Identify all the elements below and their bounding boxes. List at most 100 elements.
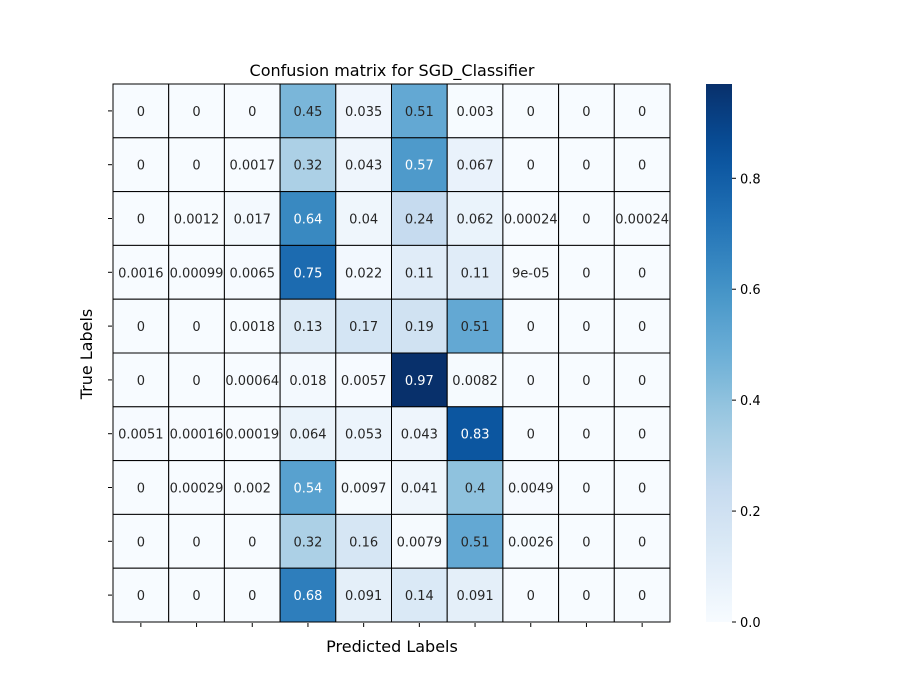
heatmap-cell	[279, 513, 337, 569]
cell-annotation: 0	[527, 428, 535, 443]
heatmap-cell	[223, 298, 281, 354]
heatmap-cell	[613, 460, 671, 515]
heatmap-cell	[446, 513, 504, 569]
heatmap-cell	[446, 406, 504, 462]
heatmap-cell	[613, 298, 671, 354]
cell-annotation: 0.0018	[230, 320, 276, 335]
cell-annotations: 0 0 0 0.45 0.035 0.51 0.003 0 0 0 0 0 0.0017 0.32 0.04…	[118, 105, 669, 604]
cell-annotation: 0.0079	[397, 535, 443, 550]
cell-annotation: 0.0017	[230, 159, 276, 174]
heatmap-cell	[446, 137, 504, 193]
cell-annotation: 0	[192, 535, 200, 550]
colorbar-tick-label: 0.0	[740, 616, 761, 631]
cell-annotation: 0	[638, 428, 646, 443]
heatmap-cell	[613, 191, 671, 246]
cell-annotation: 0.45	[293, 105, 322, 120]
cell-annotation: 0.11	[405, 266, 434, 281]
heatmap-cell	[502, 298, 560, 354]
cell-annotation: 0	[638, 482, 646, 497]
heatmap-cell	[613, 513, 671, 569]
cell-annotation: 0.022	[345, 266, 382, 281]
heatmap-cell	[502, 406, 560, 462]
heatmap-cell	[391, 406, 448, 462]
heatmap-cell	[446, 191, 504, 246]
heatmap-cell	[335, 460, 392, 515]
cell-annotation: 0.053	[345, 428, 382, 443]
cell-annotation: 0.00024	[615, 213, 669, 228]
cell-annotation: 0	[137, 482, 145, 497]
cell-annotation: 0.0051	[118, 428, 164, 443]
cell-annotation: 0.091	[456, 589, 493, 604]
cell-annotation: 0.018	[289, 374, 326, 389]
cell-annotation: 0	[248, 105, 256, 120]
heatmap-cell	[279, 460, 337, 515]
heatmap-cell	[446, 244, 504, 300]
cell-annotation: 0.035	[345, 105, 382, 120]
cell-annotation: 0.32	[293, 535, 322, 550]
cell-annotation: 0.14	[405, 589, 434, 604]
heatmap-cell	[502, 83, 560, 139]
colorbar-ticks: 0.0 0.2 0.4 0.6 0.8	[732, 172, 761, 631]
cell-annotation: 0	[137, 535, 145, 550]
cell-annotation: 0.064	[289, 428, 326, 443]
heatmap-cell	[613, 244, 671, 300]
cell-annotation: 0.0065	[230, 266, 276, 281]
heatmap-cell	[335, 352, 392, 408]
cell-annotation: 0	[582, 589, 590, 604]
cell-annotation: 0	[137, 589, 145, 604]
heatmap-cell	[558, 352, 615, 408]
heatmap-cell	[223, 191, 281, 246]
heatmap-cell	[502, 137, 560, 193]
cell-annotation: 0.64	[293, 213, 322, 228]
heatmap-cell	[558, 244, 615, 300]
heatmap-cell	[279, 567, 337, 623]
heatmap-cell	[112, 83, 170, 139]
heatmap-cell	[335, 513, 392, 569]
heatmap-cell	[112, 513, 170, 569]
cell-annotation: 0.0012	[174, 213, 220, 228]
cell-annotation: 0.51	[461, 535, 490, 550]
cell-annotation: 0.00099	[170, 266, 224, 281]
cell-annotation: 0.062	[456, 213, 493, 228]
heatmap-cell	[168, 137, 225, 193]
heatmap-cell	[558, 460, 615, 515]
heatmap-cell	[391, 244, 448, 300]
y-axis-label: True Labels	[77, 309, 96, 401]
cell-annotation: 0.00016	[170, 428, 224, 443]
cell-annotation: 0	[248, 589, 256, 604]
cell-annotation: 0	[582, 213, 590, 228]
cell-annotation: 0.32	[293, 159, 322, 174]
cell-annotation: 0.00029	[170, 482, 224, 497]
heatmap-cell	[558, 567, 615, 623]
heatmap-cell	[335, 567, 392, 623]
cell-annotation: 0.003	[456, 105, 493, 120]
cell-annotation: 0	[582, 105, 590, 120]
x-axis-ticks	[140, 623, 643, 627]
heatmap-cell	[446, 567, 504, 623]
heatmap-cell	[112, 567, 170, 623]
cell-annotation: 0.002	[234, 482, 271, 497]
cell-annotation: 0.0016	[118, 266, 164, 281]
cell-annotation: 0	[638, 320, 646, 335]
cell-annotation: 0.51	[405, 105, 434, 120]
cell-annotation: 0.11	[461, 266, 490, 281]
cell-annotation: 0	[582, 320, 590, 335]
heatmap-cell	[168, 191, 225, 246]
heatmap-cell	[391, 137, 448, 193]
heatmap-cell	[391, 83, 448, 139]
cell-annotation: 0	[192, 320, 200, 335]
heatmap-cell	[391, 298, 448, 354]
cell-annotation: 0	[527, 159, 535, 174]
heatmap-cell	[558, 513, 615, 569]
cell-annotation: 0.0097	[341, 482, 387, 497]
cell-annotation: 0	[137, 105, 145, 120]
cell-annotation: 0.75	[293, 266, 322, 281]
cell-annotation: 0	[638, 374, 646, 389]
heatmap-cell	[613, 137, 671, 193]
heatmap-cell	[391, 352, 448, 408]
cell-annotation: 0	[137, 213, 145, 228]
heatmap-cell	[391, 567, 448, 623]
cell-annotation: 0	[248, 535, 256, 550]
cell-annotation: 0	[582, 482, 590, 497]
cell-annotation: 0.54	[293, 482, 322, 497]
